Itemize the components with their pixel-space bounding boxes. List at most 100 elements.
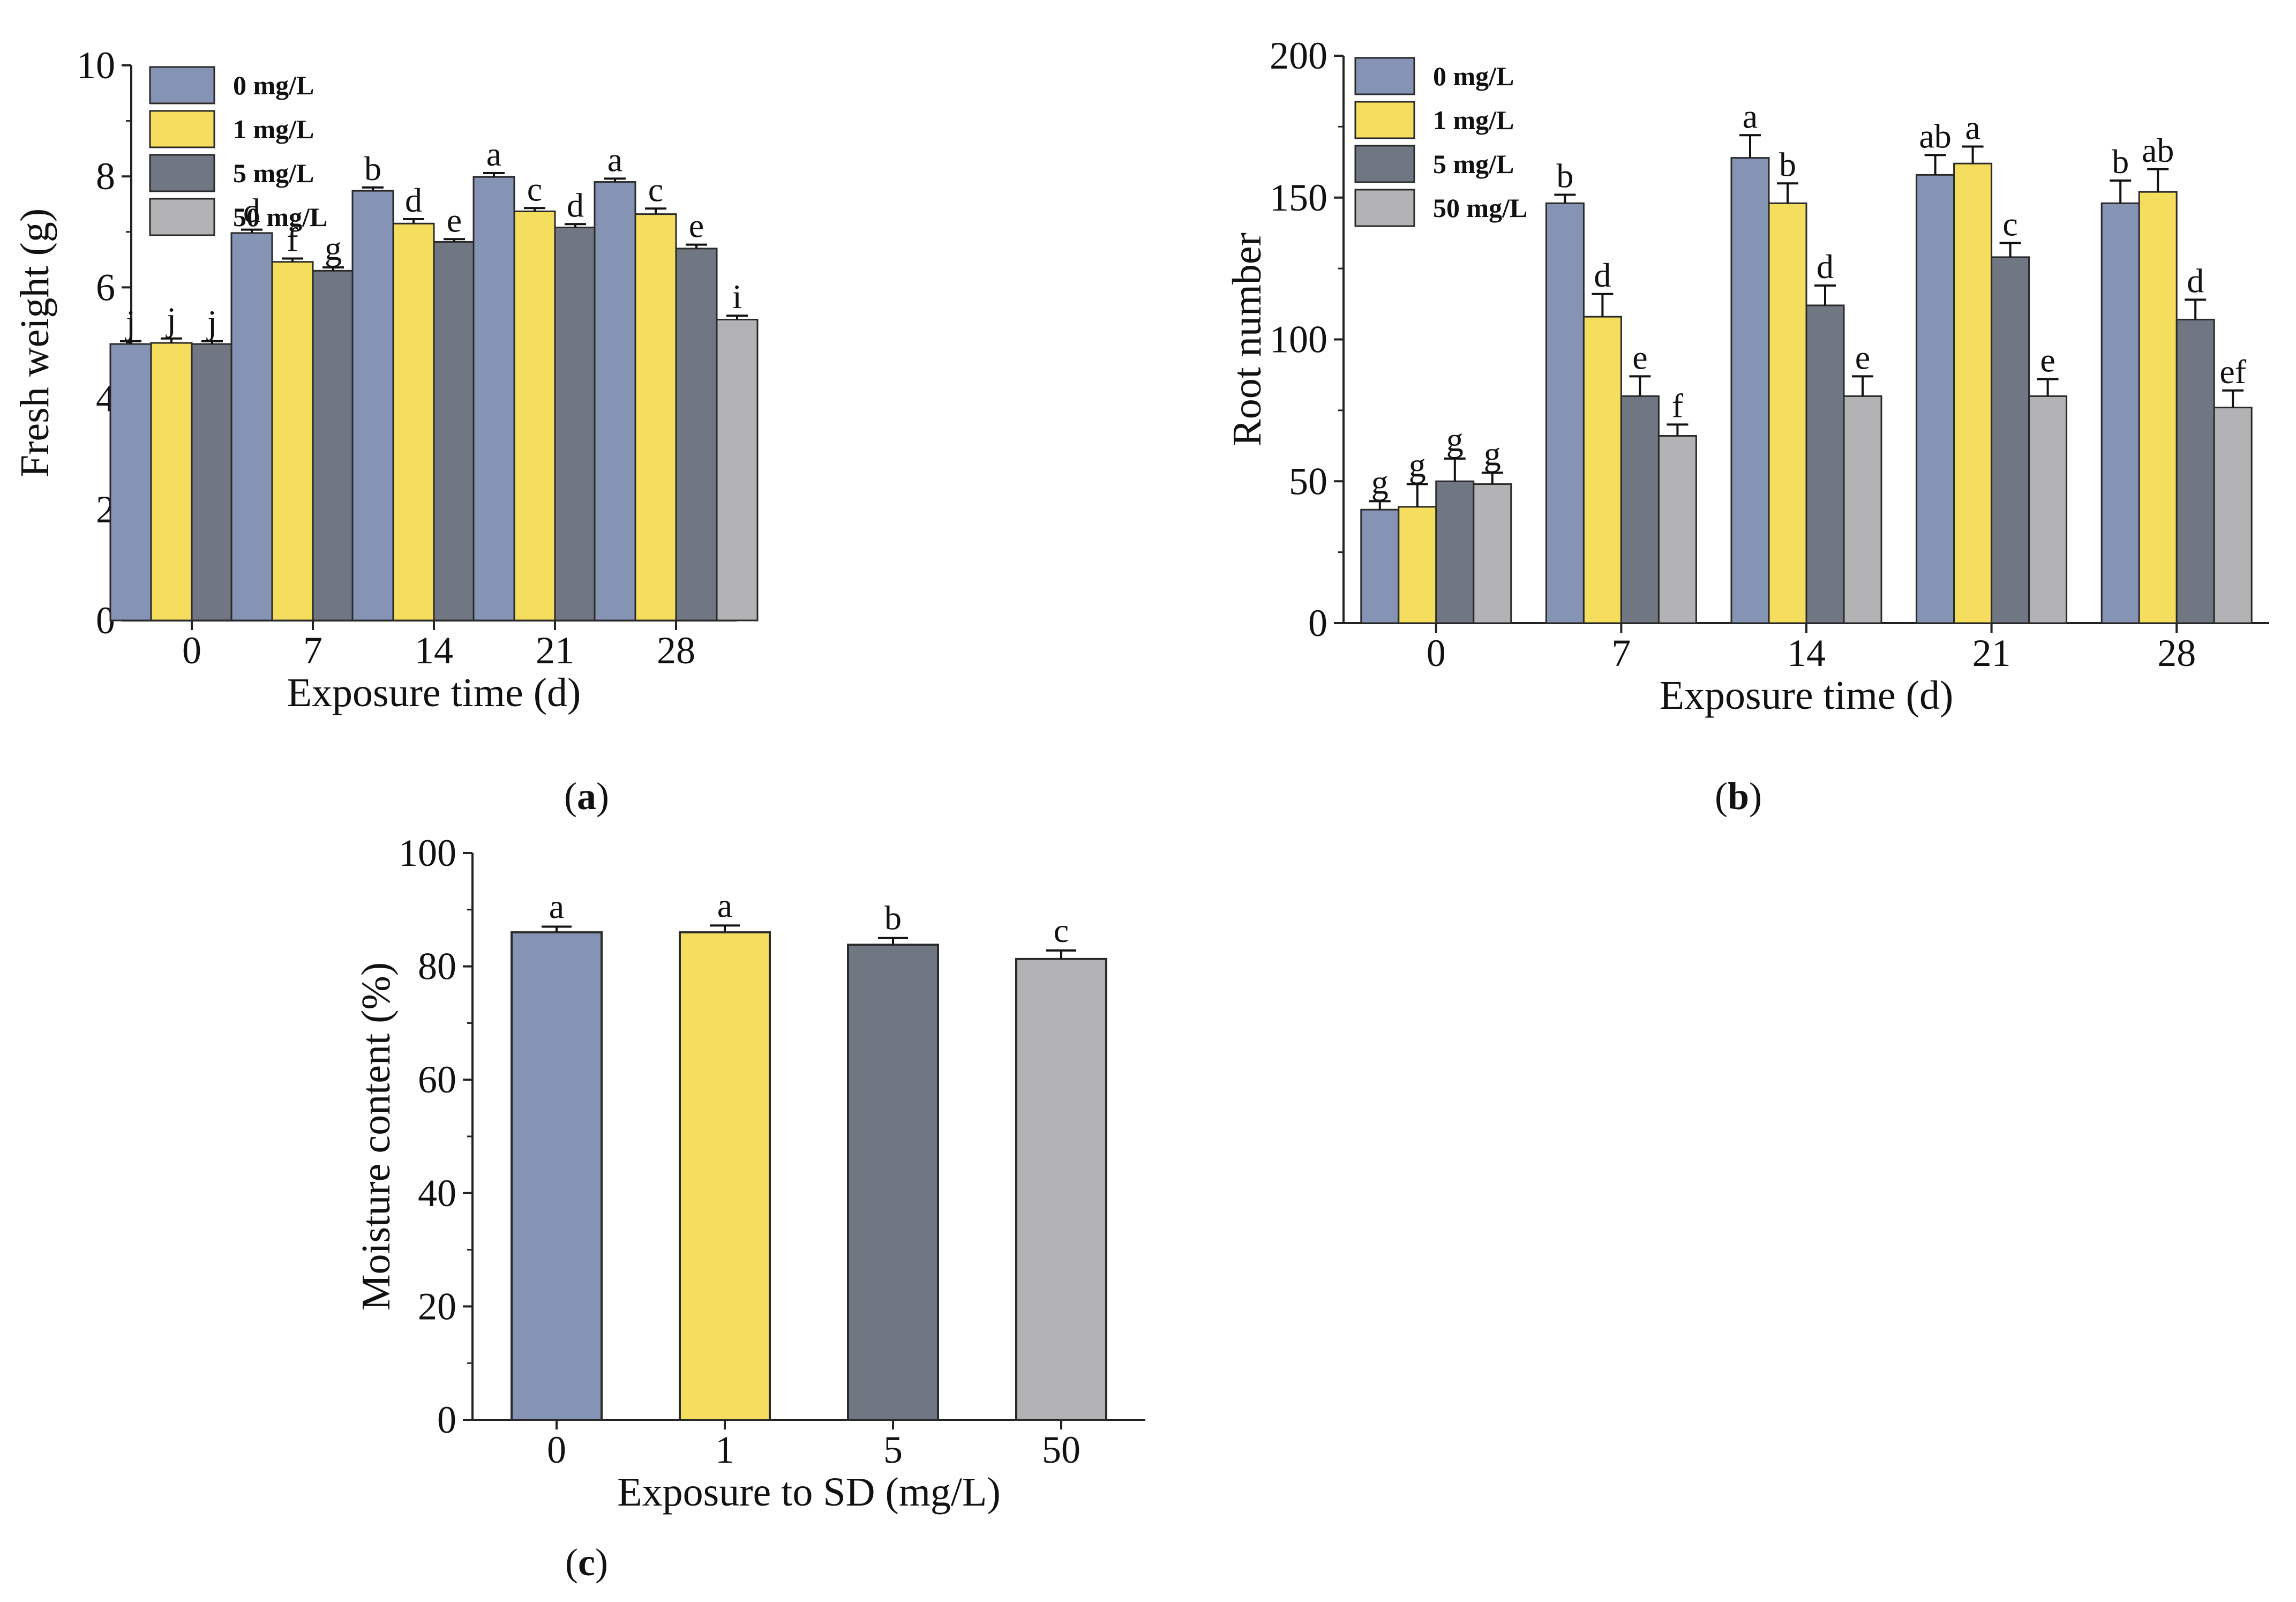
chart-b-bar xyxy=(1657,435,1697,624)
chart-a-legend-label: 1 mg/L xyxy=(233,114,314,144)
chart-a-significance-letter: e xyxy=(689,207,704,245)
chart-b-x-tick-label: 0 xyxy=(1427,632,1446,675)
chart-a-bar xyxy=(109,343,152,622)
chart-b-y-tick-label: 50 xyxy=(1289,460,1327,503)
chart-b-x-axis-label: Exposure time (d) xyxy=(1660,673,1954,718)
chart-b-bar xyxy=(1843,395,1882,624)
chart-c-y-tick-label: 0 xyxy=(437,1398,456,1441)
chart-a-significance-letter: b xyxy=(364,149,381,188)
chart-c-y-tick-label: 40 xyxy=(418,1172,456,1215)
chart-b-legend-swatch xyxy=(1354,101,1415,139)
chart-a-significance-letter: c xyxy=(527,170,542,208)
chart-b-significance-letter: g xyxy=(1409,446,1426,484)
chart-a-significance-letter: g xyxy=(325,229,342,267)
chart-b-significance-letter: d xyxy=(2187,261,2204,300)
chart-c-y-tick-label: 80 xyxy=(418,945,456,988)
chart-a-bar xyxy=(230,232,273,622)
figure-label-a: (a) xyxy=(564,775,609,818)
chart-b-bar xyxy=(1768,202,1807,624)
chart-b-legend-label: 1 mg/L xyxy=(1433,105,1514,135)
chart-a-x-tick-label: 28 xyxy=(657,629,695,672)
chart-a-x-tick-label: 7 xyxy=(303,629,322,672)
chart-a-legend-label: 50 mg/L xyxy=(233,202,327,232)
figure-label-c: (c) xyxy=(565,1541,608,1584)
chart-a-significance-letter: i xyxy=(732,278,742,316)
chart-a-legend-label: 5 mg/L xyxy=(233,158,314,188)
chart-b-significance-letter: e xyxy=(1632,338,1647,376)
chart-a-significance-letter: d xyxy=(243,192,260,230)
chart-b-bar xyxy=(1398,506,1437,624)
chart-a-bar xyxy=(150,342,193,622)
chart-b-bar xyxy=(2175,318,2215,624)
chart-c-y-axis-label: Moisture content (%) xyxy=(354,962,399,1311)
chart-a-legend-swatch xyxy=(149,198,215,236)
chart-c-bar xyxy=(679,931,771,1421)
chart-a-significance-letter: j xyxy=(166,301,176,339)
chart-b-bar xyxy=(1953,162,1993,624)
chart-a-legend-swatch xyxy=(149,154,215,192)
chart-c-x-tick-label: 50 xyxy=(1042,1428,1081,1471)
chart-a-bar xyxy=(472,176,515,622)
figure-label-b: (b) xyxy=(1715,775,1762,818)
chart-a-legend-swatch xyxy=(149,110,215,148)
chart-a-significance-letter: j xyxy=(125,303,136,341)
chart-b-significance-letter: ab xyxy=(1919,117,1951,155)
chart-a-bar xyxy=(716,318,759,622)
chart-b-legend-label: 5 mg/L xyxy=(1433,149,1514,179)
chart-a-x-axis-label: Exposure time (d) xyxy=(287,670,581,715)
chart-a-y-tick-label: 10 xyxy=(77,44,115,87)
chart-b-bar xyxy=(1916,174,1955,624)
chart-b-significance-letter: e xyxy=(2040,341,2055,379)
chart-b-significance-letter: g xyxy=(1446,421,1464,459)
chart-c-significance-letter: b xyxy=(884,899,902,937)
chart-b-bar xyxy=(1730,157,1770,624)
chart-b-significance-letter: d xyxy=(1817,248,1834,286)
chart-a-bar xyxy=(312,270,355,622)
chart-a-y-tick-label: 8 xyxy=(96,155,115,198)
chart-b-y-axis-label: Root number xyxy=(1225,233,1270,446)
chart-b-bar xyxy=(1473,483,1512,624)
chart-a-x-tick-label: 0 xyxy=(182,629,201,672)
chart-a-bar xyxy=(594,181,636,622)
chart-b-x-tick-label: 28 xyxy=(2157,632,2196,675)
chart-b-significance-letter: b xyxy=(1779,145,1796,183)
chart-b-bar xyxy=(2100,202,2140,624)
chart-b-legend-label: 50 mg/L xyxy=(1433,193,1527,223)
chart-a-bar xyxy=(513,210,556,622)
chart-a-legend-label: 0 mg/L xyxy=(233,70,314,100)
panel-c-moisture-content-chart: 0 20 40 60 80 100 0 a 1 a 5 b 50 c Exposure to SD (mg/… xyxy=(354,832,1145,1515)
chart-b-bar xyxy=(1435,480,1475,624)
chart-a-bar xyxy=(392,222,435,622)
chart-b-bar xyxy=(1805,304,1845,624)
chart-b-bar xyxy=(1545,202,1585,624)
chart-a-bar xyxy=(554,227,597,622)
chart-b-significance-letter: d xyxy=(1594,256,1611,294)
chart-a-significance-letter: c xyxy=(648,170,663,208)
chart-b-significance-letter: b xyxy=(1556,156,1573,194)
chart-a-y-tick-label: 6 xyxy=(96,266,115,309)
chart-b-significance-letter: a xyxy=(1965,108,1980,146)
chart-a-bar xyxy=(675,248,718,622)
chart-c-y-tick-label: 60 xyxy=(418,1058,456,1101)
chart-c-bar xyxy=(847,944,939,1421)
chart-a-bar xyxy=(433,241,476,622)
chart-b-x-tick-label: 14 xyxy=(1787,632,1826,675)
chart-b-x-tick-label: 7 xyxy=(1611,632,1631,675)
chart-b-significance-letter: e xyxy=(1855,338,1870,376)
chart-c-x-tick-label: 5 xyxy=(883,1428,903,1471)
chart-b-significance-letter: ab xyxy=(2142,131,2174,169)
chart-c-significance-letter: a xyxy=(549,888,564,926)
chart-b-significance-letter: b xyxy=(2112,143,2129,181)
chart-c-x-axis-label: Exposure to SD (mg/L) xyxy=(617,1470,1001,1515)
chart-c-y-tick-label: 100 xyxy=(399,832,456,874)
chart-b-bar xyxy=(1620,395,1660,624)
chart-b-bar xyxy=(1360,508,1400,624)
chart-b-bar xyxy=(1991,256,2030,624)
chart-a-significance-letter: e xyxy=(447,201,462,239)
chart-b-bar xyxy=(2213,407,2253,624)
chart-b-x-tick-label: 21 xyxy=(1972,632,2011,675)
chart-b-bar xyxy=(1582,316,1622,624)
chart-a-significance-letter: d xyxy=(405,181,422,219)
chart-a-legend-swatch xyxy=(149,66,215,104)
